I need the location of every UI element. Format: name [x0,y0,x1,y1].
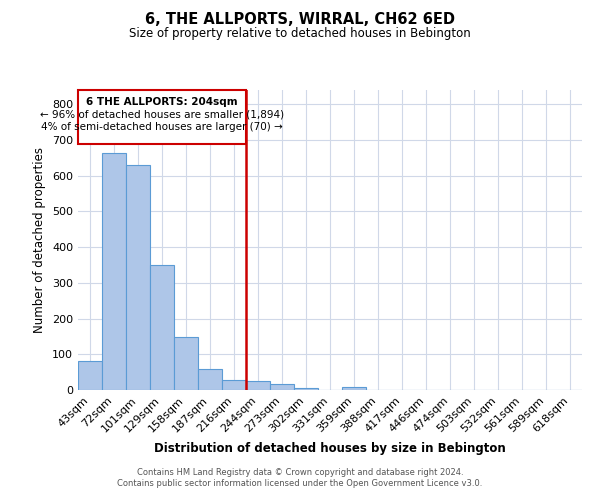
Text: Size of property relative to detached houses in Bebington: Size of property relative to detached ho… [129,28,471,40]
Bar [294,388,318,390]
Text: 4% of semi-detached houses are larger (70) →: 4% of semi-detached houses are larger (7… [41,122,283,132]
Bar [246,381,270,390]
Bar [222,380,246,390]
Bar [102,152,126,390]
Bar [78,360,102,390]
Bar [150,265,174,390]
Text: 6, THE ALLPORTS, WIRRAL, CH62 6ED: 6, THE ALLPORTS, WIRRAL, CH62 6ED [145,12,455,28]
Bar [342,387,366,390]
X-axis label: Distribution of detached houses by size in Bebington: Distribution of detached houses by size … [154,442,506,455]
Y-axis label: Number of detached properties: Number of detached properties [34,147,46,333]
Bar [270,384,294,390]
Bar [174,337,198,390]
Bar [126,165,150,390]
FancyBboxPatch shape [78,90,246,144]
Text: ← 96% of detached houses are smaller (1,894): ← 96% of detached houses are smaller (1,… [40,110,284,120]
Bar [198,368,222,390]
Text: 6 THE ALLPORTS: 204sqm: 6 THE ALLPORTS: 204sqm [86,97,238,107]
Text: Contains HM Land Registry data © Crown copyright and database right 2024.
Contai: Contains HM Land Registry data © Crown c… [118,468,482,487]
